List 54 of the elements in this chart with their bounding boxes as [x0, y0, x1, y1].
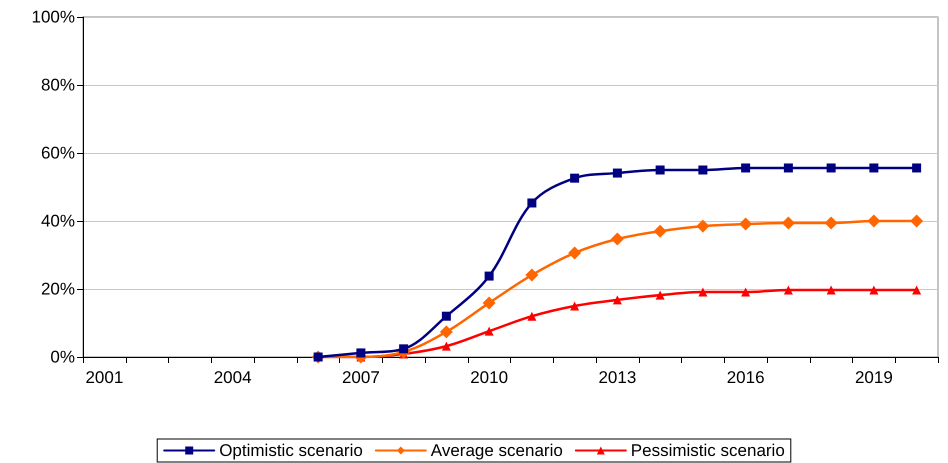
point [612, 295, 622, 304]
point [612, 168, 622, 178]
point [741, 163, 750, 172]
y-tick-label: 40% [40, 212, 75, 230]
point [782, 216, 795, 230]
point [910, 214, 924, 228]
point [527, 198, 536, 208]
point [869, 163, 878, 172]
point [698, 166, 708, 174]
point [698, 288, 708, 297]
point [484, 326, 494, 336]
point [442, 312, 451, 321]
point [869, 286, 878, 295]
point [570, 174, 580, 183]
point [356, 348, 366, 358]
point [741, 288, 750, 297]
point [656, 290, 665, 300]
point [442, 342, 451, 351]
point [484, 272, 494, 281]
point [826, 286, 836, 295]
point [912, 163, 922, 172]
x-tick-label: 2007 [342, 368, 380, 387]
point [527, 312, 536, 321]
y-tick-label: 100% [32, 8, 75, 26]
point [739, 218, 752, 231]
x-tick-label: 2004 [214, 368, 252, 387]
point [826, 163, 836, 172]
x-tick-label: 2019 [854, 368, 893, 387]
point [568, 246, 582, 260]
point [867, 214, 880, 228]
legend-label: Optimistic scenario [219, 441, 363, 460]
point [784, 286, 793, 295]
point [656, 166, 665, 174]
point [440, 325, 453, 338]
point [784, 163, 793, 172]
y-tick-label: 80% [40, 76, 75, 94]
point [912, 286, 922, 295]
x-tick-label: 2010 [470, 368, 508, 387]
legend-label: Pessimistic scenario [630, 441, 785, 460]
point [570, 302, 580, 310]
y-tick-label: 20% [40, 280, 75, 298]
point [696, 220, 710, 233]
point [824, 216, 838, 230]
x-tick-label: 2001 [85, 368, 124, 387]
y-tick-label: 0% [50, 348, 75, 366]
point [482, 296, 496, 310]
point [399, 344, 408, 354]
point [610, 232, 624, 246]
point [525, 268, 538, 282]
x-tick-label: 2016 [726, 368, 765, 387]
y-tick-label: 60% [40, 144, 75, 162]
legend-label: Average scenario [430, 441, 563, 460]
point [654, 224, 667, 238]
x-tick-label: 2013 [598, 368, 636, 387]
